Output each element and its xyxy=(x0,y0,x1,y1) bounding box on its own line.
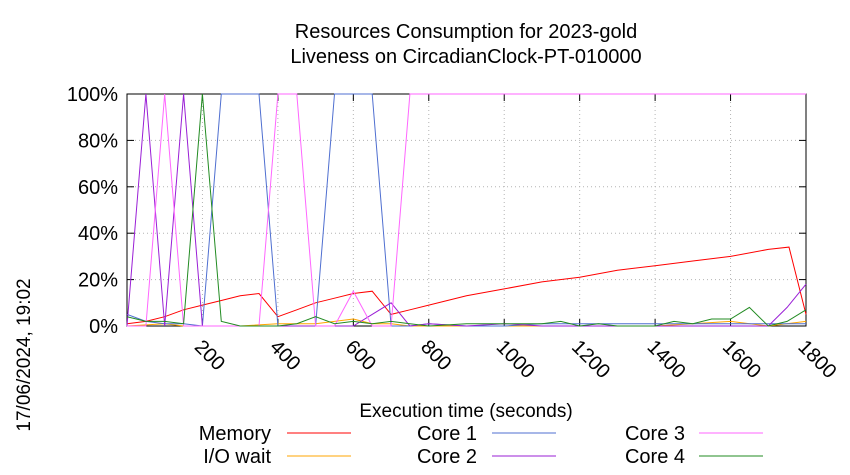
legend-label-core-2: Core 2 xyxy=(417,446,477,468)
y-tick-label: 80% xyxy=(78,130,118,152)
y-tick-label: 60% xyxy=(78,177,118,199)
x-axis-label: Execution time (seconds) xyxy=(359,401,572,422)
timestamp-label: 17/06/2024, 19:02 xyxy=(14,278,35,431)
grid xyxy=(127,94,806,326)
y-tick-label: 20% xyxy=(78,270,118,292)
legend-label-core-4: Core 4 xyxy=(625,446,685,468)
series-line-i-o-wait xyxy=(126,318,807,327)
x-tick-label: 1200 xyxy=(567,336,614,383)
tick-labels: 0% 20% 40% 60% 80% 100% 200 400 600 800 1000 1200 14… xyxy=(67,84,841,383)
series-lines xyxy=(126,93,807,327)
series-line-core-1 xyxy=(126,93,806,327)
y-tick-label: 100% xyxy=(67,84,118,106)
y-tick-label: 40% xyxy=(78,223,118,245)
y-tick-label: 0% xyxy=(89,316,118,338)
x-tick-label: 400 xyxy=(265,336,304,375)
x-tick-label: 1600 xyxy=(718,336,765,383)
x-tick-label: 600 xyxy=(341,336,380,375)
chart-title-line-1: Resources Consumption for 2023-gold xyxy=(295,21,637,43)
x-tick-label: 800 xyxy=(416,336,455,375)
legend-label-i-o-wait: I/O wait xyxy=(203,446,271,468)
axes xyxy=(126,93,807,327)
chart-title-line-2: Liveness on CircadianClock-PT-010000 xyxy=(290,46,641,68)
x-tick-label: 1800 xyxy=(793,336,840,383)
plot-border xyxy=(126,93,807,327)
series-line-core-3 xyxy=(127,93,806,327)
x-tick-label: 200 xyxy=(190,336,229,375)
x-tick-label: 1400 xyxy=(643,336,690,383)
series-line-core-4 xyxy=(126,93,807,327)
legend-label-memory: Memory xyxy=(199,423,271,445)
legend-label-core-3: Core 3 xyxy=(625,423,685,445)
x-tick-label: 1000 xyxy=(492,336,539,383)
legend-label-core-1: Core 1 xyxy=(417,423,477,445)
series-line-core-2 xyxy=(126,93,807,327)
series-line-memory xyxy=(126,246,807,325)
